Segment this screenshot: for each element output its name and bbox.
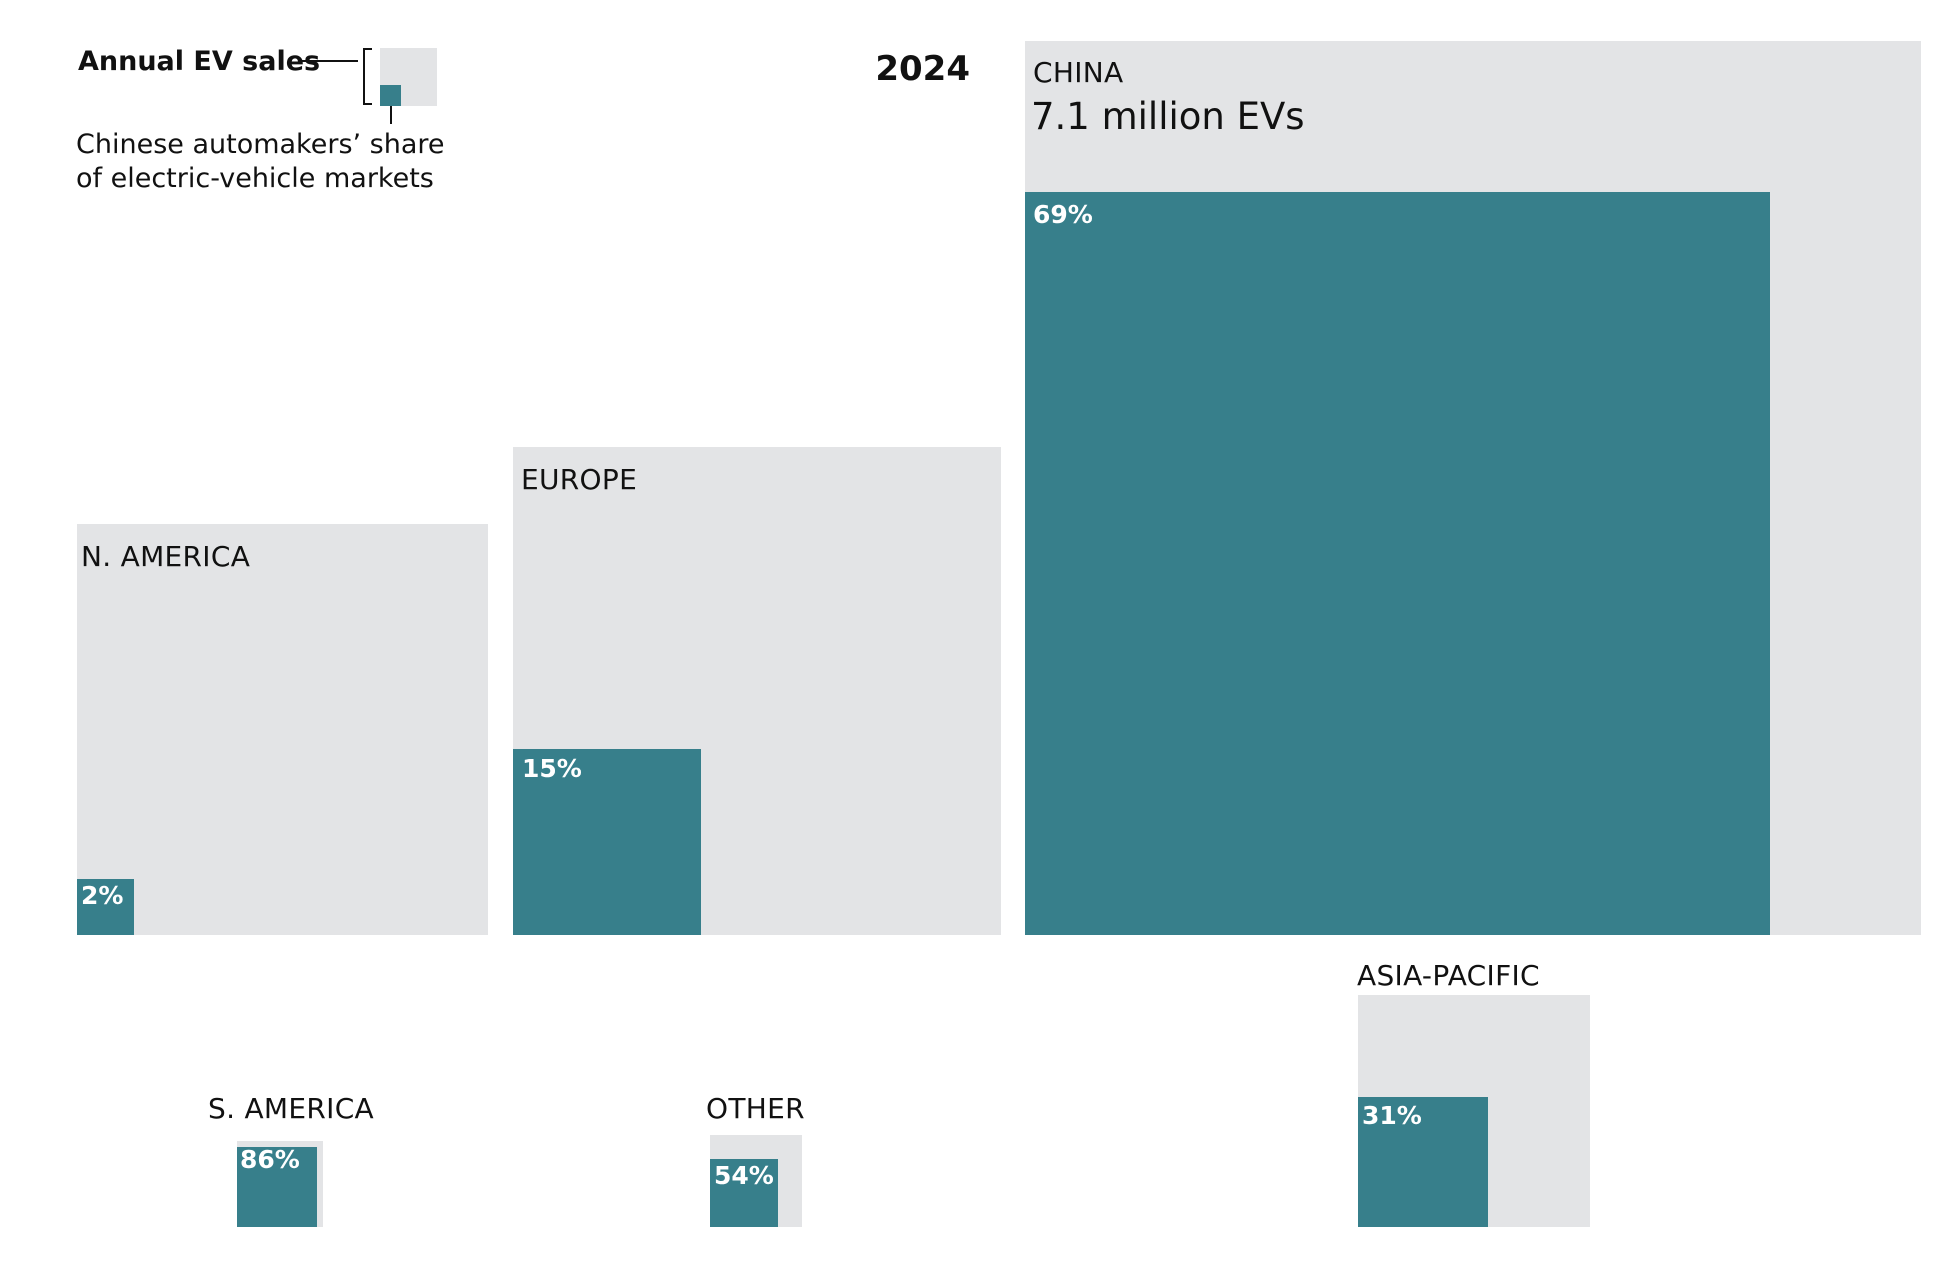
other-share-label: 54%	[714, 1161, 774, 1190]
china-sales-value: 7.1 million EVs	[1031, 95, 1305, 138]
namerica-share-box	[77, 879, 134, 935]
china-share-label: 69%	[1033, 200, 1093, 229]
legend-desc-line-2: of electric-vehicle markets	[76, 163, 434, 194]
legend-title: Annual EV sales	[78, 46, 320, 77]
region-samerica: S. AMERICA 86%	[208, 1092, 374, 1227]
region-asiapacific: ASIA-PACIFIC 31%	[1357, 959, 1590, 1227]
year-label: 2024	[875, 49, 970, 89]
china-share-box	[1025, 192, 1770, 935]
europe-label: EUROPE	[521, 463, 637, 496]
region-china: CHINA 7.1 million EVs 69%	[1025, 41, 1921, 935]
other-share-box	[710, 1159, 778, 1227]
asiapacific-share-box	[1358, 1097, 1488, 1227]
asiapacific-label: ASIA-PACIFIC	[1357, 959, 1540, 992]
legend-desc-line-1: Chinese automakers’ share	[76, 129, 445, 160]
samerica-label: S. AMERICA	[208, 1092, 374, 1125]
other-label: OTHER	[706, 1092, 805, 1125]
legend-inner-swatch	[380, 85, 401, 106]
namerica-share-label: 2%	[81, 881, 123, 910]
namerica-sales-box	[77, 524, 488, 935]
legend: Annual EV sales Chinese automakers’ shar…	[76, 46, 445, 194]
china-label: CHINA	[1033, 56, 1123, 89]
europe-share-label: 15%	[522, 754, 582, 783]
legend-bracket	[363, 48, 372, 105]
samerica-share-label: 86%	[240, 1145, 300, 1174]
region-other: OTHER 54%	[706, 1092, 805, 1227]
samerica-share-box	[237, 1147, 317, 1227]
europe-share-box	[513, 749, 701, 935]
region-namerica: N. AMERICA 2%	[77, 524, 488, 935]
namerica-label: N. AMERICA	[81, 540, 250, 573]
region-europe: EUROPE 15%	[513, 447, 1001, 935]
asiapacific-share-label: 31%	[1362, 1101, 1422, 1130]
